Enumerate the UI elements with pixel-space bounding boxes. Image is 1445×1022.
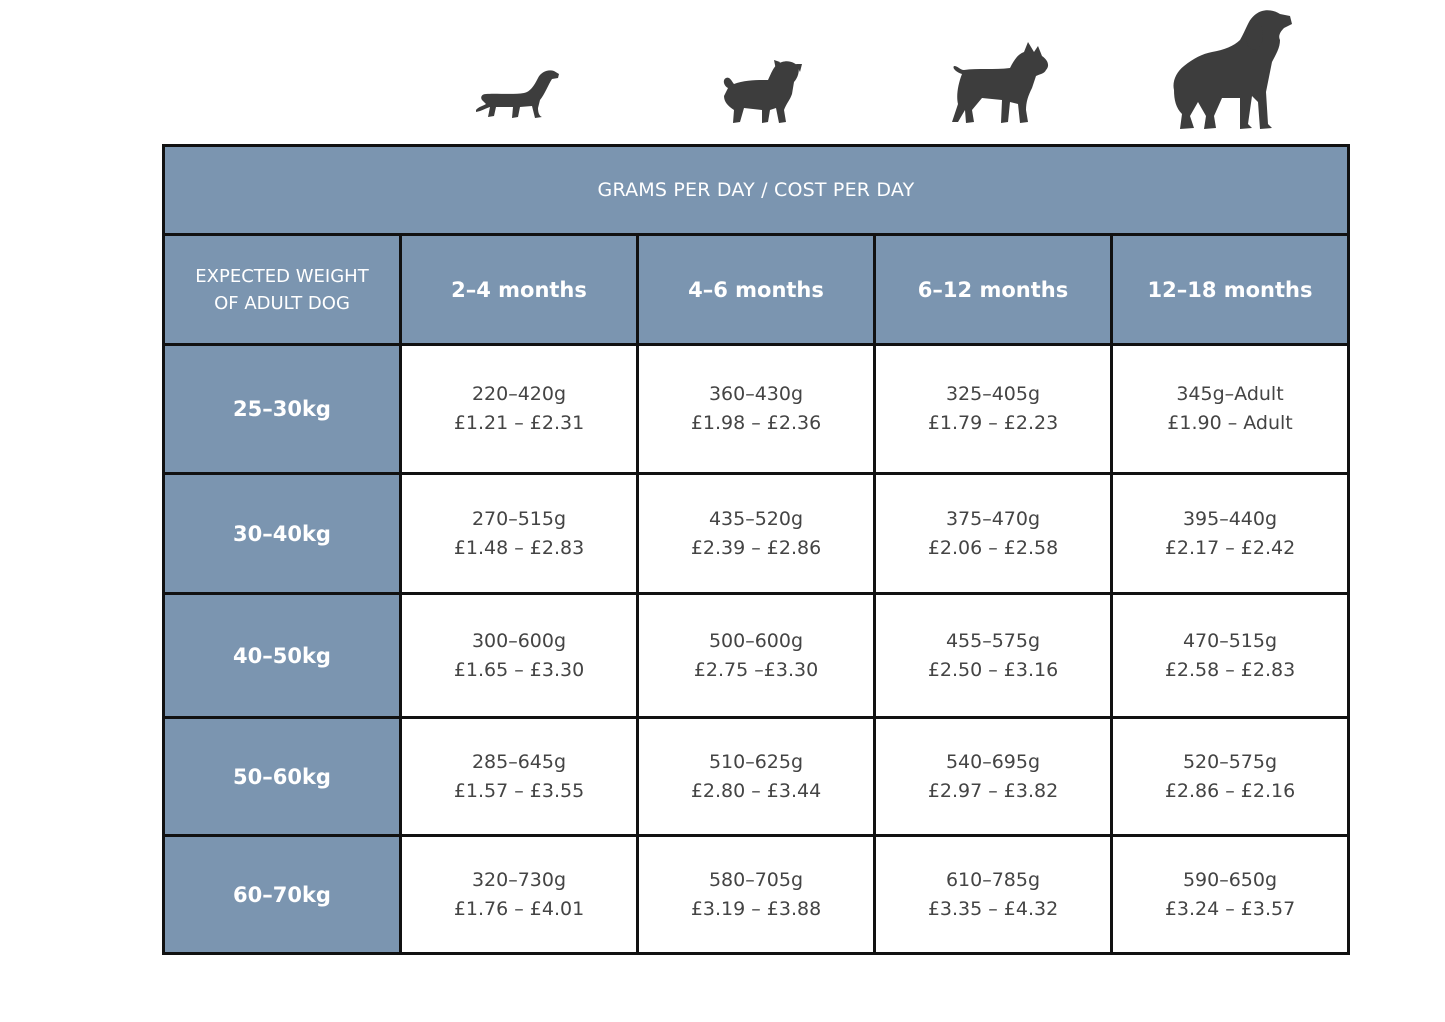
- data-cell: 590–650g £3.24 – £3.57: [1110, 834, 1350, 955]
- weight-row-header: 30–40kg: [162, 472, 402, 595]
- data-cell: 540–695g £2.97 – £3.82: [873, 716, 1113, 837]
- data-cell: 325–405g £1.79 – £2.23: [873, 343, 1113, 475]
- grams-value: 455–575g: [945, 629, 1041, 652]
- weight-row-header: 40–50kg: [162, 592, 402, 719]
- grams-value: 270–515g: [471, 507, 567, 530]
- data-cell: 455–575g £2.50 – £3.16: [873, 592, 1113, 719]
- data-cell: 360–430g £1.98 – £2.36: [636, 343, 876, 475]
- data-cell: 470–515g £2.58 – £2.83: [1110, 592, 1350, 719]
- data-cell: 500–600g £2.75 –£3.30: [636, 592, 876, 719]
- data-cell: 270–515g £1.48 – £2.83: [399, 472, 639, 595]
- data-cell: 510–625g £2.80 – £3.44: [636, 716, 876, 837]
- grams-value: 540–695g: [945, 750, 1041, 773]
- grams-value: 510–625g: [708, 750, 804, 773]
- weight-row-header: 25–30kg: [162, 343, 402, 475]
- pug-icon: [718, 58, 804, 126]
- data-cell: 320–730g £1.76 – £4.01: [399, 834, 639, 955]
- table-title: GRAMS PER DAY / COST PER DAY: [162, 144, 1350, 236]
- data-cell: 220–420g £1.21 – £2.31: [399, 343, 639, 475]
- table-row: 50–60kg 285–645g £1.57 – £3.55 510–625g £2…: [162, 716, 1350, 837]
- grams-value: 220–420g: [471, 383, 567, 405]
- table-row: 25–30kg 220–420g £1.21 – £2.31 360–430g £1…: [162, 343, 1350, 475]
- title-row: GRAMS PER DAY / COST PER DAY: [162, 144, 1350, 236]
- grams-value: 375–470g: [945, 507, 1041, 530]
- age-column-header: 12–18 months: [1110, 233, 1350, 346]
- grams-value: 360–430g: [708, 383, 804, 405]
- header-row: EXPECTED WEIGHT OF ADULT DOG 2–4 months …: [162, 233, 1350, 346]
- cost-value: £3.24 – £3.57: [1164, 897, 1296, 920]
- age-column-header: 4–6 months: [636, 233, 876, 346]
- cost-value: £2.86 – £2.16: [1164, 779, 1296, 802]
- grams-value: 300–600g: [471, 629, 567, 652]
- cost-value: £1.21 – £2.31: [453, 412, 585, 434]
- cost-value: £1.65 – £3.30: [453, 658, 585, 681]
- data-cell: 300–600g £1.65 – £3.30: [399, 592, 639, 719]
- cost-value: £2.80 – £3.44: [690, 779, 822, 802]
- table-row: 30–40kg 270–515g £1.48 – £2.83 435–520g £2…: [162, 472, 1350, 595]
- cost-value: £2.17 – £2.42: [1164, 536, 1296, 559]
- grams-value: 520–575g: [1182, 750, 1278, 773]
- weight-header-line2: OF ADULT DOG: [214, 292, 350, 314]
- data-cell: 435–520g £2.39 – £2.86: [636, 472, 876, 595]
- weight-header-line1: EXPECTED WEIGHT: [195, 265, 369, 287]
- grams-value: 610–785g: [945, 868, 1041, 891]
- cost-value: £2.06 – £2.58: [927, 536, 1059, 559]
- weight-column-header: EXPECTED WEIGHT OF ADULT DOG: [162, 233, 402, 346]
- grams-value: 285–645g: [471, 750, 567, 773]
- spaniel-icon: [1168, 6, 1294, 132]
- weight-row-header: 50–60kg: [162, 716, 402, 837]
- cost-value: £2.97 – £3.82: [927, 779, 1059, 802]
- cost-value: £2.58 – £2.83: [1164, 658, 1296, 681]
- cost-value: £1.57 – £3.55: [453, 779, 585, 802]
- age-column-header: 2–4 months: [399, 233, 639, 346]
- cost-value: £2.39 – £2.86: [690, 536, 822, 559]
- grams-value: 500–600g: [708, 629, 804, 652]
- grams-value: 320–730g: [471, 868, 567, 891]
- table-row: 40–50kg 300–600g £1.65 – £3.30 500–600g £2…: [162, 592, 1350, 719]
- grams-value: 470–515g: [1182, 629, 1278, 652]
- weight-row-header: 60–70kg: [162, 834, 402, 955]
- dachshund-icon: [472, 66, 564, 122]
- age-column-header: 6–12 months: [873, 233, 1113, 346]
- cost-value: £1.98 – £2.36: [690, 412, 822, 434]
- cost-value: £2.50 – £3.16: [927, 658, 1059, 681]
- cost-value: £1.90 – Adult: [1167, 412, 1293, 434]
- data-cell: 345g–Adult £1.90 – Adult: [1110, 343, 1350, 475]
- feeding-table: GRAMS PER DAY / COST PER DAY EXPECTED WE…: [162, 144, 1350, 955]
- cost-value: £3.35 – £4.32: [927, 897, 1059, 920]
- data-cell: 375–470g £2.06 – £2.58: [873, 472, 1113, 595]
- french-bulldog-icon: [948, 40, 1052, 126]
- data-cell: 285–645g £1.57 – £3.55: [399, 716, 639, 837]
- grams-value: 345g–Adult: [1176, 383, 1284, 405]
- dog-size-icons: [0, 0, 1445, 140]
- grams-value: 580–705g: [708, 868, 804, 891]
- grams-value: 325–405g: [945, 383, 1041, 405]
- data-cell: 395–440g £2.17 – £2.42: [1110, 472, 1350, 595]
- cost-value: £3.19 – £3.88: [690, 897, 822, 920]
- data-cell: 580–705g £3.19 – £3.88: [636, 834, 876, 955]
- table-row: 60–70kg 320–730g £1.76 – £4.01 580–705g £3…: [162, 834, 1350, 955]
- grams-value: 395–440g: [1182, 507, 1278, 530]
- cost-value: £1.48 – £2.83: [453, 536, 585, 559]
- data-cell: 610–785g £3.35 – £4.32: [873, 834, 1113, 955]
- cost-value: £1.76 – £4.01: [453, 897, 585, 920]
- cost-value: £1.79 – £2.23: [927, 412, 1059, 434]
- grams-value: 435–520g: [708, 507, 804, 530]
- cost-value: £2.75 –£3.30: [693, 658, 819, 681]
- grams-value: 590–650g: [1182, 868, 1278, 891]
- data-cell: 520–575g £2.86 – £2.16: [1110, 716, 1350, 837]
